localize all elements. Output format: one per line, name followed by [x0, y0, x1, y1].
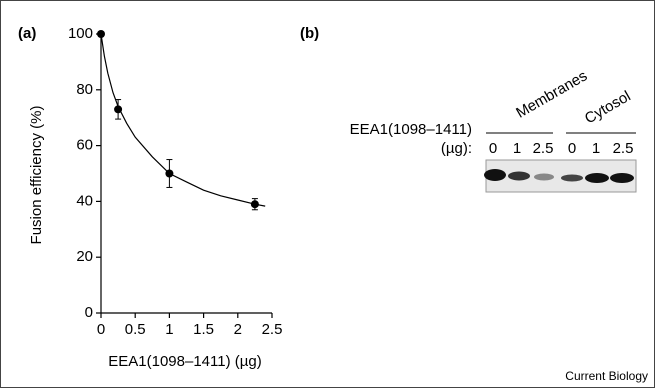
x-axis-label: EEA1(1098–1411) (µg) — [108, 353, 261, 370]
lane-label: 1 — [513, 140, 521, 157]
page: (a) (b) EEA1(1098–1411) (µg) Fusion effi… — [0, 0, 655, 388]
y-tick-label: 60 — [76, 137, 93, 154]
x-tick-label: 0 — [97, 321, 105, 338]
point — [97, 30, 105, 38]
band — [534, 174, 554, 181]
panel-label: (a) — [18, 25, 36, 42]
y-tick-label: 20 — [76, 248, 93, 265]
figure: (a) (b) EEA1(1098–1411) (µg) Fusion effi… — [0, 0, 655, 388]
lane-label: 2.5 — [533, 140, 554, 157]
lane-label: 1 — [592, 140, 600, 157]
band — [610, 173, 634, 183]
footer: Current Biology — [565, 369, 648, 383]
y-tick-label: 100 — [68, 25, 93, 42]
band — [484, 169, 506, 181]
band — [508, 172, 530, 181]
x-tick-label: 1 — [165, 321, 173, 338]
band — [585, 173, 609, 183]
lane-label: 2.5 — [613, 140, 634, 157]
band — [561, 175, 583, 182]
x-tick-label: 0.5 — [125, 321, 146, 338]
lane-label: 0 — [568, 140, 576, 157]
x-tick-label: 2 — [234, 321, 242, 338]
point — [114, 105, 122, 113]
point — [165, 170, 173, 178]
panel-label: (b) — [300, 25, 319, 42]
y-tick-label: 80 — [76, 81, 93, 98]
y-tick-label: 40 — [76, 192, 93, 209]
lane-label: 0 — [489, 140, 497, 157]
blot — [484, 160, 636, 192]
x-tick-label: 1.5 — [193, 321, 214, 338]
unit-label: (µg): — [441, 140, 472, 157]
y-axis-label: Fusion efficiency (%) — [28, 106, 45, 245]
point — [251, 200, 259, 208]
protein-label: EEA1(1098–1411) — [350, 121, 472, 138]
x-tick-label: 2.5 — [262, 321, 283, 338]
y-tick-label: 0 — [85, 304, 93, 321]
